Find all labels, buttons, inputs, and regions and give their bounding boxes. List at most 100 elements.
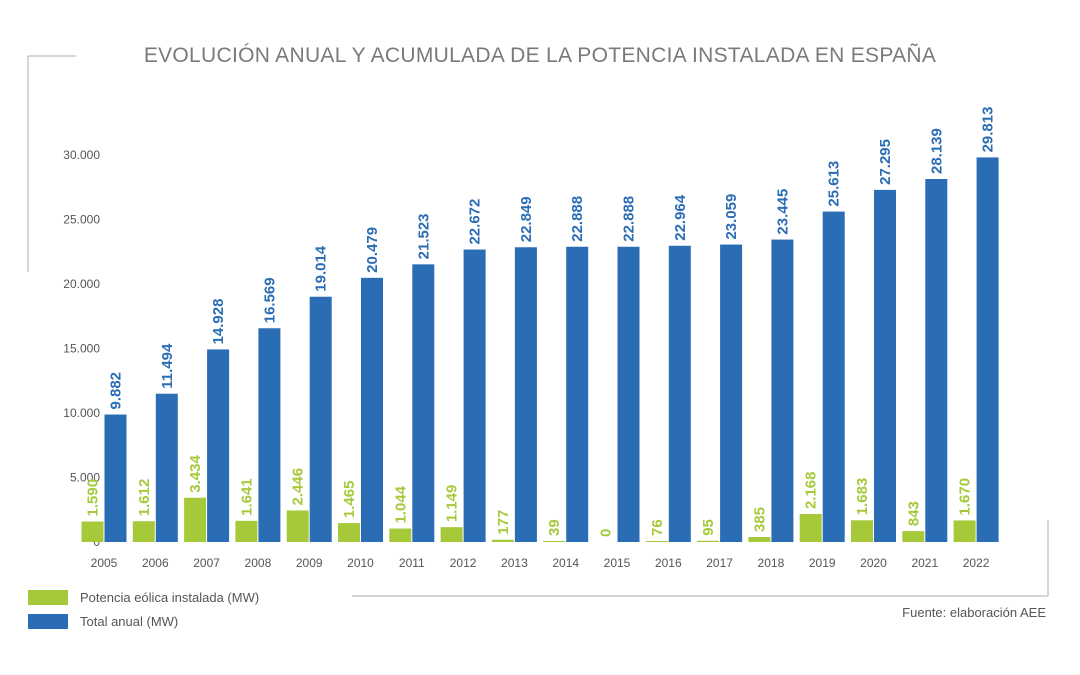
data-label-total: 22.888: [621, 196, 638, 242]
y-tick-label: 20.000: [63, 277, 100, 291]
bar-total: [155, 393, 178, 542]
data-label-total: 21.523: [415, 213, 432, 259]
x-tick-label: 2010: [347, 556, 374, 570]
bar-annual: [851, 520, 873, 542]
bar-annual: [338, 523, 360, 542]
data-label-total: 22.888: [569, 196, 586, 242]
x-tick-label: 2008: [245, 556, 272, 570]
bar-total: [617, 246, 640, 542]
bar-annual: [491, 539, 514, 542]
data-label-annual: 95: [700, 519, 717, 536]
bar-annual: [440, 527, 463, 542]
data-label-total: 11.494: [159, 343, 176, 389]
y-tick-label: 25.000: [63, 213, 100, 227]
data-label-annual: 1.044: [392, 485, 409, 523]
legend-label-total: Total anual (MW): [80, 613, 179, 629]
data-label-annual: 0: [598, 529, 615, 537]
legend-label-annual: Potencia eólica instalada (MW): [80, 589, 260, 605]
data-label-annual: 3.434: [187, 455, 204, 493]
x-tick-label: 2021: [911, 556, 938, 570]
data-label-annual: 843: [905, 501, 922, 526]
bar-annual: [235, 520, 258, 542]
y-tick-label: 30.000: [63, 148, 100, 162]
data-label-total: 22.849: [518, 196, 535, 242]
bar-annual: [953, 520, 976, 542]
x-tick-label: 2016: [655, 556, 682, 570]
y-tick-label: 15.000: [63, 342, 100, 356]
legend-swatch-annual: [28, 589, 68, 605]
bar-total: [463, 249, 486, 543]
bar-annual: [645, 541, 668, 542]
data-label-total: 29.813: [980, 107, 997, 153]
data-label-annual: 39: [546, 519, 563, 536]
bar-total: [258, 328, 281, 542]
y-tick-label: 5.000: [70, 471, 100, 485]
data-label-total: 19.014: [313, 245, 330, 292]
source-note: Fuente: elaboración AEE: [902, 605, 1046, 620]
bar-total: [514, 247, 537, 542]
bar-total: [720, 244, 743, 543]
bar-total: [361, 277, 383, 542]
x-tick-label: 2012: [450, 556, 477, 570]
data-label-annual: 1.149: [444, 485, 461, 523]
x-tick-label: 2017: [706, 556, 733, 570]
x-tick-label: 2007: [193, 556, 220, 570]
data-label-annual: 2.446: [290, 468, 307, 506]
data-label-total: 14.928: [210, 299, 227, 345]
legend-item-annual: Potencia eólica instalada (MW): [28, 585, 259, 609]
data-label-annual: 1.683: [854, 478, 871, 516]
x-tick-label: 2020: [860, 556, 887, 570]
bar-total: [309, 296, 332, 542]
bar-total: [874, 189, 896, 542]
data-label-annual: 1.612: [136, 479, 153, 517]
bars: 1.590 9.882 1.612 11.494 3.434 14.928 1.641 16.…: [81, 107, 999, 543]
bar-annual: [389, 528, 412, 542]
bar-annual: [81, 521, 104, 542]
bar-annual: [902, 531, 925, 542]
data-label-annual: 1.465: [341, 481, 358, 519]
data-label-annual: 385: [751, 507, 768, 532]
legend-swatch-total: [28, 613, 68, 629]
x-tick-label: 2022: [963, 556, 990, 570]
data-label-total: 27.295: [877, 139, 894, 185]
legend: Potencia eólica instalada (MW) Total anu…: [28, 585, 259, 633]
data-label-annual: 2.168: [803, 471, 820, 509]
data-label-annual: 177: [495, 510, 512, 535]
x-tick-label: 2018: [758, 556, 785, 570]
x-tick-label: 2006: [142, 556, 169, 570]
data-label-total: 20.479: [364, 227, 381, 273]
x-tick-label: 2015: [604, 556, 631, 570]
bar-total: [566, 246, 589, 542]
x-tick-label: 2014: [552, 556, 579, 570]
data-label-annual: 1.670: [957, 478, 974, 516]
x-tick-label: 2013: [501, 556, 528, 570]
bar-annual: [184, 497, 207, 542]
data-label-total: 22.672: [467, 199, 484, 245]
data-label-total: 23.445: [774, 189, 791, 235]
bar-total: [207, 349, 230, 542]
x-tick-label: 2009: [296, 556, 323, 570]
bar-annual: [286, 510, 309, 542]
x-tick-label: 2005: [91, 556, 118, 570]
bar-annual: [799, 514, 822, 542]
data-label-total: 25.613: [826, 161, 843, 207]
data-label-total: 23.059: [723, 194, 740, 240]
data-label-annual: 76: [649, 519, 666, 536]
legend-item-total: Total anual (MW): [28, 609, 259, 633]
bar-total: [412, 264, 435, 542]
data-label-total: 16.569: [261, 277, 278, 323]
data-label-total: 22.964: [672, 194, 689, 241]
bar-annual: [697, 540, 720, 542]
data-label-annual: 1.590: [85, 479, 102, 517]
bar-annual: [543, 541, 566, 542]
bar-total: [822, 211, 845, 543]
bar-total: [771, 239, 794, 542]
data-label-total: 9.882: [108, 372, 125, 410]
bar-annual: [132, 521, 155, 542]
y-tick-label: 10.000: [63, 406, 100, 420]
x-axis: 2005 2006 2007 2008 2009 2010 2011 2012 2013 2014…: [91, 556, 990, 570]
chart-frame: [27, 55, 1049, 597]
bar-total: [668, 245, 691, 542]
